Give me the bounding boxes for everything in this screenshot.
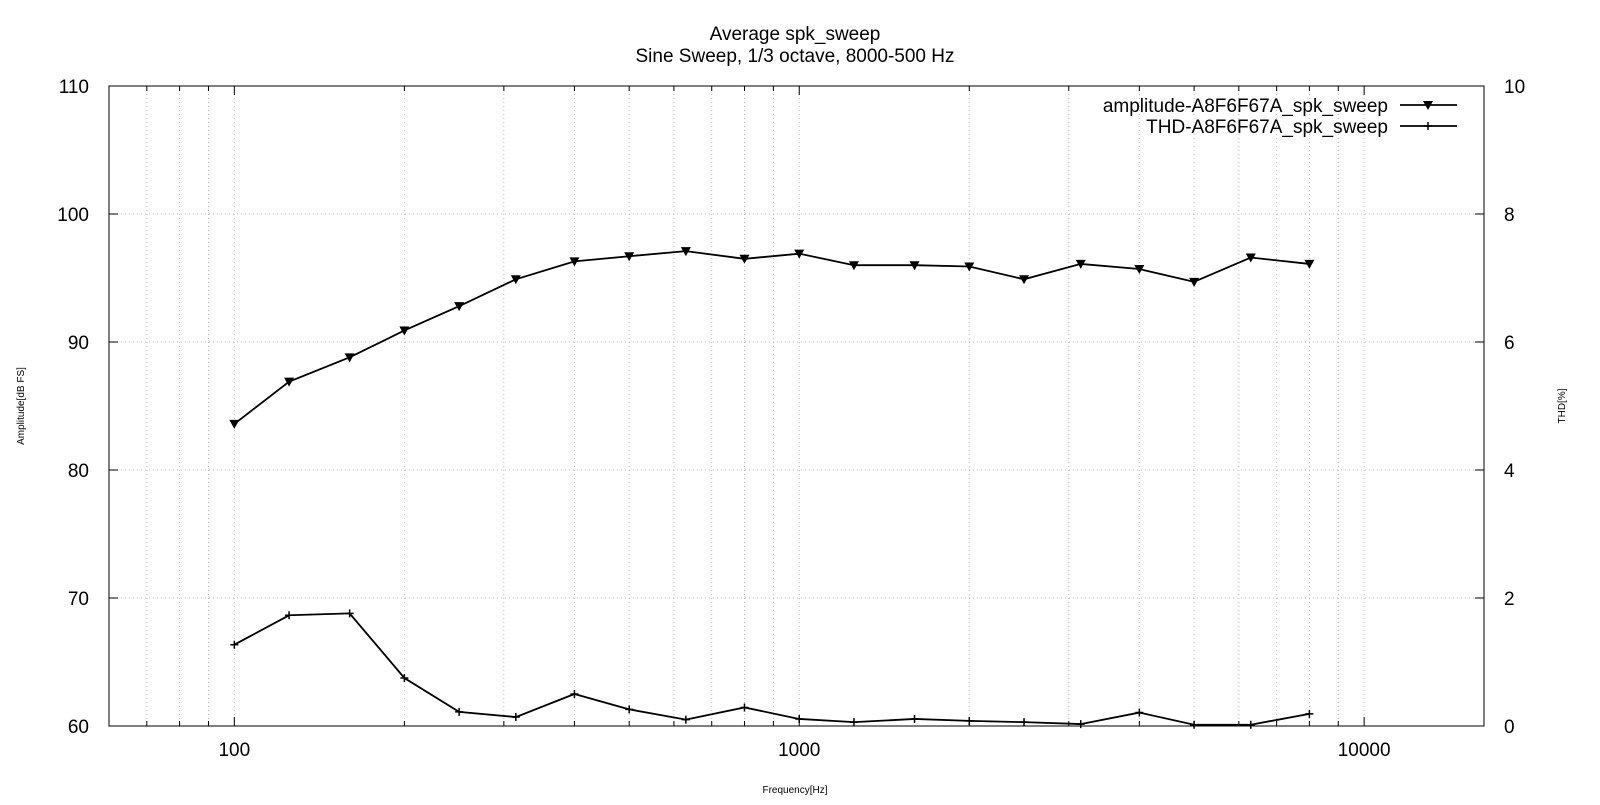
data-point — [849, 718, 858, 727]
data-point — [569, 257, 580, 267]
data-point — [1424, 122, 1432, 130]
data-point — [1075, 259, 1086, 269]
data-point — [510, 275, 521, 285]
series-amplitude — [229, 247, 1315, 429]
y2-tick-label: 0 — [1504, 717, 1515, 738]
data-point — [680, 247, 691, 257]
data-point — [795, 714, 804, 723]
y2-tick-label: 8 — [1504, 205, 1515, 226]
series — [229, 247, 1315, 729]
data-point — [455, 707, 464, 716]
data-point — [1135, 708, 1144, 717]
data-point — [964, 262, 975, 272]
data-point — [909, 261, 920, 271]
legend-label: THD-A8F6F67A_spk_sweep — [1146, 117, 1388, 138]
ticks: 100 1000 10000 60 70 80 90 100 110 0 2 4 6 8 10 — [57, 77, 1525, 761]
data-point — [739, 254, 750, 264]
data-point — [230, 640, 239, 649]
data-point — [1245, 253, 1256, 263]
data-point — [285, 611, 294, 620]
y-tick-label: 90 — [68, 333, 89, 354]
data-point — [848, 261, 859, 271]
data-point — [910, 714, 919, 723]
plot-frame — [108, 85, 1485, 727]
data-point — [1076, 720, 1085, 729]
x-tick-label: 1000 — [778, 740, 820, 761]
y2-axis-label: THD[%] — [1557, 388, 1568, 423]
y2-tick-label: 6 — [1504, 333, 1515, 354]
data-point — [965, 716, 974, 725]
data-point — [229, 419, 240, 429]
data-point — [344, 353, 355, 363]
data-point — [1304, 259, 1315, 269]
data-point — [284, 377, 295, 387]
legend-label: amplitude-A8F6F67A_spk_sweep — [1103, 96, 1388, 117]
data-point — [570, 690, 579, 698]
data-point — [1019, 275, 1030, 285]
data-point — [740, 703, 749, 712]
y-axis-label: Amplitude[dB FS] — [16, 367, 27, 445]
data-point — [511, 713, 520, 722]
y-tick-label: 70 — [68, 589, 89, 610]
y2-tick-label: 2 — [1504, 589, 1515, 610]
series-line — [233, 612, 1310, 726]
data-point — [454, 302, 465, 312]
data-point — [1423, 101, 1433, 110]
data-point — [625, 705, 634, 714]
chart-title: Average spk_sweep — [710, 24, 881, 45]
grid — [108, 85, 1484, 727]
y2-tick-label: 4 — [1504, 461, 1515, 482]
data-point — [1134, 265, 1145, 275]
series-line — [233, 250, 1310, 425]
data-point — [1189, 277, 1200, 287]
data-point — [1246, 720, 1255, 729]
y2-tick-label: 10 — [1504, 77, 1525, 98]
y-tick-label: 100 — [57, 205, 89, 226]
x-axis-label: Frequency[Hz] — [762, 785, 827, 796]
data-point — [1020, 718, 1029, 727]
x-tick-label: 100 — [218, 740, 250, 761]
data-point — [794, 249, 805, 259]
x-tick-label: 10000 — [1338, 740, 1391, 761]
data-point — [624, 252, 635, 262]
data-point — [345, 609, 354, 618]
series-thd — [230, 609, 1314, 729]
data-point — [399, 326, 410, 336]
data-point — [1190, 720, 1199, 729]
legend: amplitude-A8F6F67A_spk_sweepTHD-A8F6F67A… — [1103, 96, 1457, 138]
data-point — [1305, 709, 1314, 718]
y-tick-label: 60 — [68, 717, 89, 738]
chart-subtitle: Sine Sweep, 1/3 octave, 8000-500 Hz — [636, 46, 955, 67]
y-tick-label: 80 — [68, 461, 89, 482]
y-tick-label: 110 — [59, 77, 89, 98]
data-point — [400, 674, 409, 682]
data-point — [681, 715, 690, 724]
